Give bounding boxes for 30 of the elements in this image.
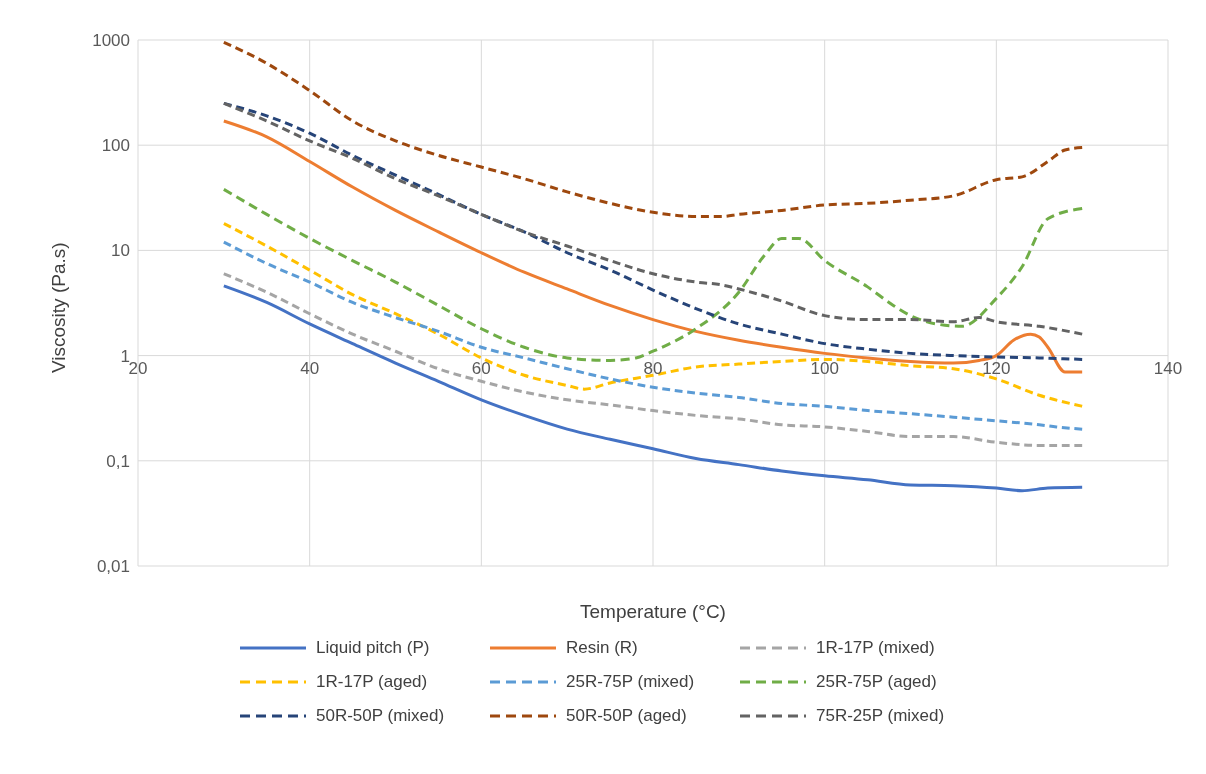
y-tick-label: 0,01 [96, 557, 130, 577]
legend-label: 75R-25P (mixed) [816, 706, 945, 726]
legend-label: 25R-75P (mixed) [566, 672, 695, 692]
legend-label: 25R-75P (aged) [816, 672, 937, 692]
y-tick-label: 0,1 [106, 451, 130, 471]
y-tick-label: 1 [120, 346, 130, 366]
x-tick-label: 60 [471, 358, 491, 378]
line-series [222, 40, 1084, 218]
legend-label: 1R-17P (mixed) [816, 638, 935, 658]
x-tick-label: 40 [300, 358, 320, 378]
x-axis-title: Temperature (°C) [580, 601, 726, 622]
line-series [222, 187, 1084, 362]
y-tick-label: 10 [111, 241, 130, 261]
x-tick-label: 20 [128, 358, 148, 378]
line-series [222, 240, 1084, 431]
x-tick-label: 100 [810, 358, 839, 378]
line-series [222, 222, 1084, 408]
legend-label: 50R-50P (mixed) [316, 706, 445, 726]
legend-label: 1R-17P (aged) [316, 672, 428, 692]
x-tick-label: 120 [982, 358, 1011, 378]
line-series [222, 284, 1084, 493]
line-series [222, 272, 1084, 447]
legend-label: Liquid pitch (P) [316, 638, 430, 658]
legend-label: Resin (R) [566, 638, 638, 658]
x-tick-label: 140 [1153, 358, 1183, 378]
legend-label: 50R-50P (aged) [566, 706, 687, 726]
y-tick-label: 1000 [92, 31, 130, 51]
x-tick-label: 80 [643, 358, 663, 378]
y-axis-title: Viscosity (Pa.s) [47, 242, 69, 373]
y-tick-label: 100 [101, 136, 130, 156]
